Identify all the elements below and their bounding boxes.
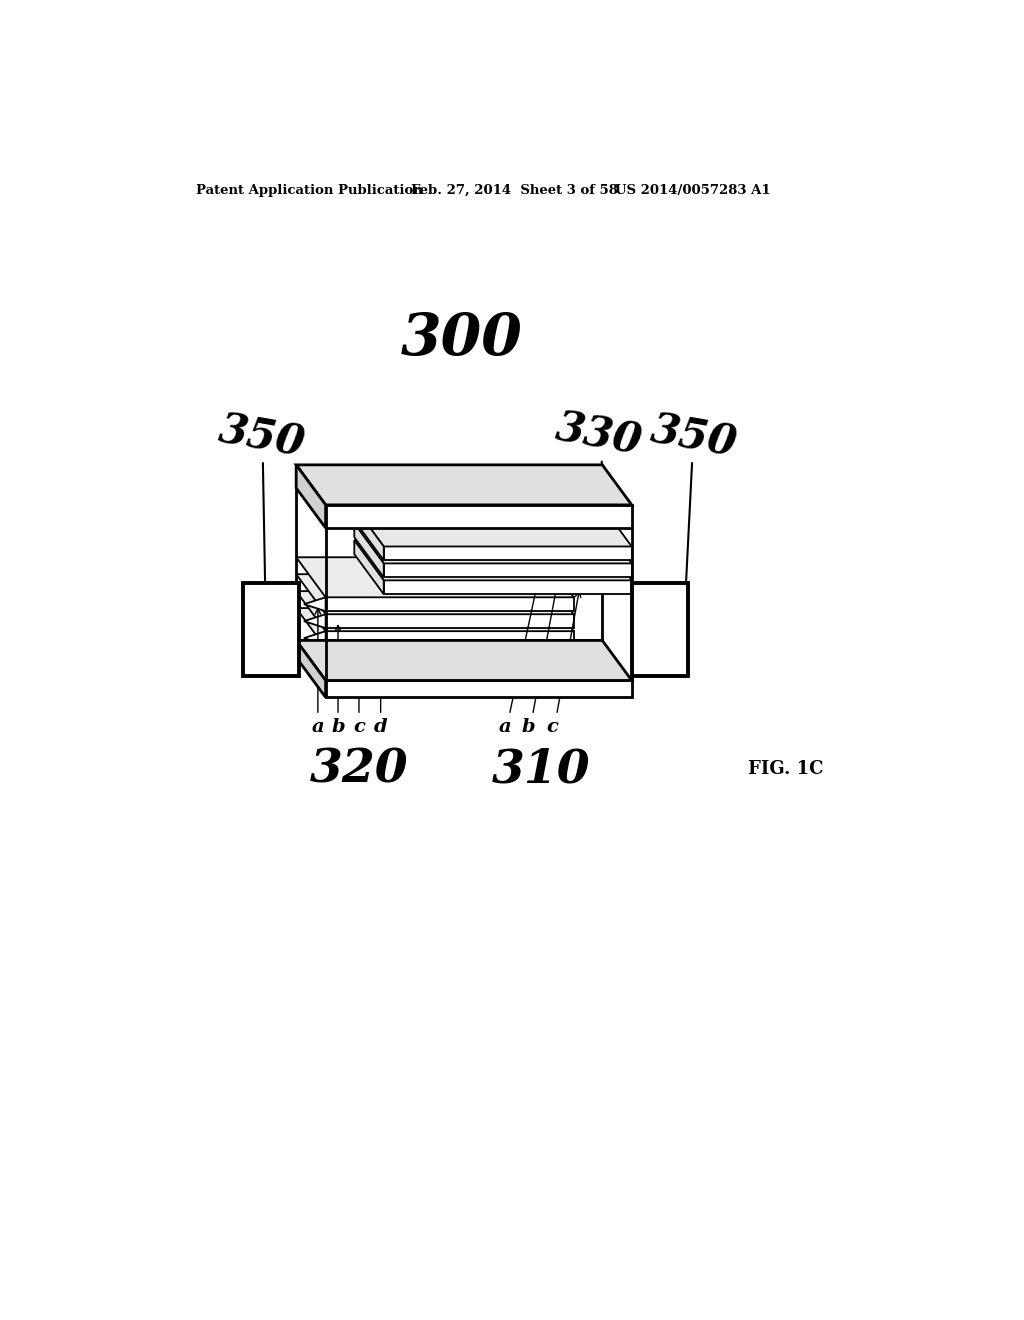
Text: 330: 330 [553, 408, 646, 463]
Polygon shape [296, 557, 573, 598]
Text: Feb. 27, 2014  Sheet 3 of 58: Feb. 27, 2014 Sheet 3 of 58 [411, 185, 617, 197]
Polygon shape [296, 465, 326, 528]
Text: a: a [311, 718, 325, 735]
Polygon shape [384, 564, 632, 577]
Polygon shape [304, 614, 326, 628]
Text: 350: 350 [216, 409, 308, 466]
Polygon shape [326, 614, 573, 628]
Polygon shape [354, 540, 632, 581]
Polygon shape [296, 591, 573, 631]
Polygon shape [326, 506, 632, 528]
Polygon shape [326, 681, 632, 697]
Polygon shape [304, 598, 326, 611]
Polygon shape [354, 540, 384, 594]
Text: c: c [353, 718, 365, 735]
Text: US 2014/0057283 A1: US 2014/0057283 A1 [614, 185, 770, 197]
Text: 310: 310 [492, 746, 591, 792]
Polygon shape [384, 546, 632, 561]
Polygon shape [326, 631, 573, 645]
Text: Patent Application Publication: Patent Application Publication [197, 185, 423, 197]
Polygon shape [296, 640, 632, 681]
Polygon shape [296, 609, 573, 648]
Text: d: d [374, 718, 387, 735]
Polygon shape [304, 648, 326, 663]
Polygon shape [304, 631, 326, 645]
Text: 320: 320 [309, 746, 409, 792]
Polygon shape [354, 507, 384, 561]
Polygon shape [296, 640, 326, 697]
Polygon shape [632, 583, 687, 676]
Polygon shape [243, 583, 299, 676]
Text: FIG. 1C: FIG. 1C [748, 760, 823, 777]
Polygon shape [384, 581, 632, 594]
Text: 300: 300 [400, 312, 522, 367]
Text: a: a [499, 718, 512, 735]
Polygon shape [326, 648, 573, 663]
Text: b: b [522, 718, 536, 735]
Text: c: c [547, 718, 559, 735]
Text: 350: 350 [647, 409, 740, 466]
Text: b: b [331, 718, 345, 735]
Polygon shape [296, 465, 632, 506]
Polygon shape [354, 524, 632, 564]
Polygon shape [354, 507, 632, 546]
Polygon shape [326, 598, 573, 611]
Polygon shape [354, 524, 384, 577]
Polygon shape [296, 574, 573, 614]
